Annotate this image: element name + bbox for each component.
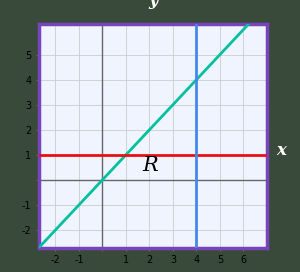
Text: R: R bbox=[142, 156, 158, 175]
Text: x: x bbox=[276, 142, 286, 159]
Text: y: y bbox=[148, 0, 158, 9]
